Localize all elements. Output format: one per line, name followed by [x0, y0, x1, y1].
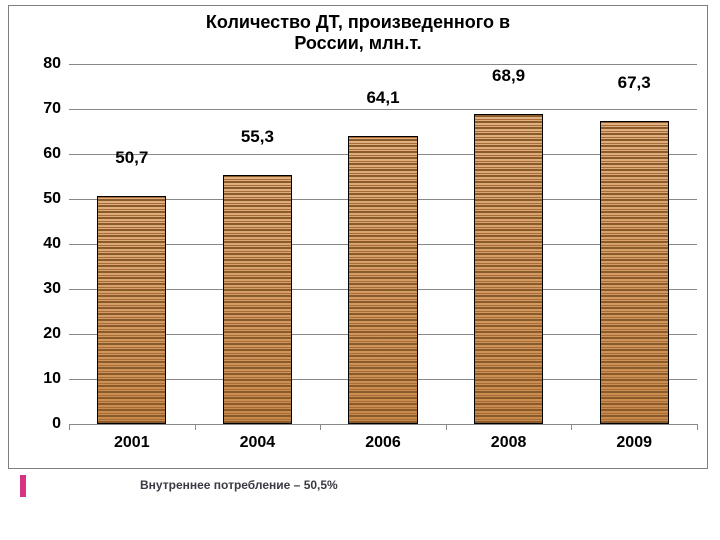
x-axis-label: 2009: [616, 434, 652, 452]
bar-value-label: 68,9: [492, 66, 525, 90]
y-axis-label: 40: [43, 235, 69, 253]
y-axis-label: 0: [52, 415, 69, 433]
bar: [348, 136, 417, 424]
y-axis-label: 20: [43, 325, 69, 343]
x-axis-label: 2004: [240, 434, 276, 452]
bar-value-label: 67,3: [618, 73, 651, 97]
bar-value-label: 55,3: [241, 127, 274, 151]
bar: [223, 175, 292, 424]
x-tick: [69, 424, 70, 430]
chart-title: Количество ДТ, произведенного в России, …: [9, 6, 707, 53]
bar-value-label: 50,7: [115, 148, 148, 172]
x-tick: [446, 424, 447, 430]
bar: [474, 114, 543, 424]
chart-panel: Количество ДТ, произведенного в России, …: [8, 5, 708, 469]
bar: [600, 121, 669, 424]
grid-line: [69, 424, 697, 425]
y-axis-label: 60: [43, 145, 69, 163]
footer-note: Внутреннее потребление – 50,5%: [140, 478, 338, 492]
y-axis-label: 50: [43, 190, 69, 208]
x-axis-label: 2006: [365, 434, 401, 452]
slide-root: Количество ДТ, произведенного в России, …: [0, 0, 720, 540]
y-axis-label: 70: [43, 100, 69, 118]
y-axis-label: 10: [43, 370, 69, 388]
x-tick: [195, 424, 196, 430]
bar: [97, 196, 166, 424]
y-axis-label: 80: [43, 55, 69, 73]
accent-strip: [20, 475, 26, 497]
chart-title-line2: России, млн.т.: [294, 33, 421, 53]
bar-value-label: 64,1: [366, 88, 399, 112]
grid-line: [69, 64, 697, 65]
y-axis-label: 30: [43, 280, 69, 298]
chart-title-line1: Количество ДТ, произведенного в: [206, 12, 510, 32]
x-tick: [697, 424, 698, 430]
x-axis-label: 2001: [114, 434, 150, 452]
x-tick: [320, 424, 321, 430]
x-axis-label: 2008: [491, 434, 527, 452]
x-tick: [571, 424, 572, 430]
plot-area: 0102030405060708050,7200155,3200464,1200…: [69, 64, 697, 424]
